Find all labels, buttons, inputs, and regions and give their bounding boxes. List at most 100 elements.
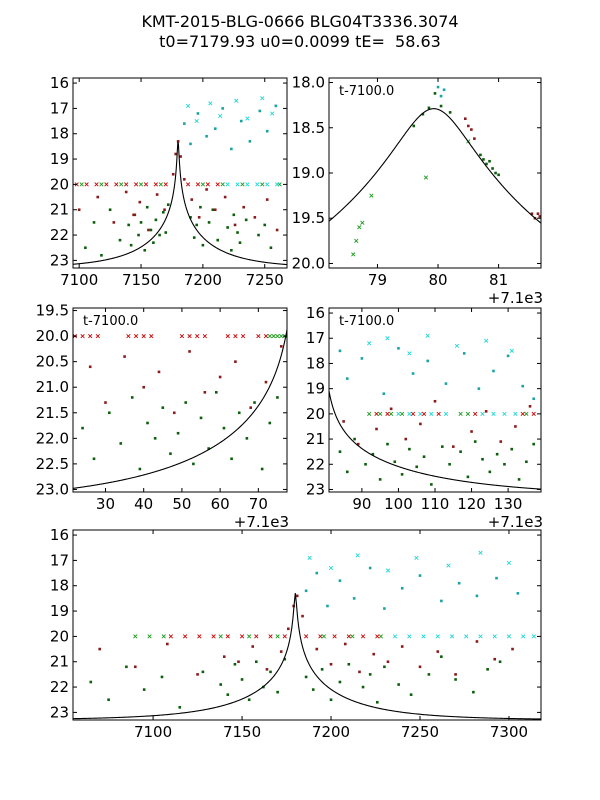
data-point-KMTC	[525, 460, 528, 464]
data-point-baseline-green	[399, 411, 405, 416]
data-point-baseline-cyan	[429, 411, 434, 416]
data-point-KMTC	[145, 205, 149, 209]
data-point-KMTC	[226, 226, 229, 229]
data-point-KMTC	[421, 112, 425, 116]
data-point-KMTS	[222, 655, 226, 658]
data-point-KMTC	[488, 470, 492, 474]
data-point-KMTA	[239, 119, 243, 123]
data-point-KMTC	[142, 688, 146, 691]
data-point-KMTC	[338, 450, 342, 453]
data-point-KMTA	[274, 104, 278, 108]
data-point-KMTS	[190, 198, 194, 201]
data-point-baseline-cyan	[513, 411, 518, 416]
axes-frame	[72, 529, 542, 721]
data-point-baseline-red	[263, 333, 269, 339]
data-point-baseline-green	[275, 634, 280, 639]
data-point-KMTC	[488, 159, 491, 163]
data-point-baseline-green	[367, 411, 372, 416]
data-point-KMTC	[164, 231, 168, 234]
data-point-KMTS	[389, 407, 393, 411]
data-point-baseline-green	[458, 411, 463, 416]
data-point-baseline-red	[410, 411, 416, 416]
data-point-KMTS	[530, 212, 534, 216]
y-tick-label: 21.5	[36, 404, 69, 422]
data-point-baseline-cyan	[435, 634, 440, 639]
data-point-KMTS	[218, 375, 222, 379]
data-point-KMTC	[201, 243, 205, 247]
data-point-KMTS	[196, 673, 199, 676]
data-point-baseline-red	[256, 333, 261, 339]
data-point-baseline-red	[133, 333, 139, 339]
data-point-baseline-red	[375, 634, 380, 639]
data-point-KMTS	[484, 410, 488, 413]
data-point-baseline-green	[99, 182, 104, 187]
data-point-KMTS	[358, 670, 361, 674]
data-point-KMTS	[454, 673, 457, 676]
data-point-baseline-cyan	[464, 634, 469, 639]
time-offset-annotation: t-7100.0	[83, 314, 138, 329]
model-curve	[73, 593, 541, 720]
data-point-KMTC	[92, 221, 96, 224]
data-point-baseline-red	[225, 634, 230, 639]
data-point-KMTS	[138, 200, 142, 204]
data-point-KMTC	[361, 685, 365, 689]
x-tick-label: 70	[249, 495, 268, 513]
data-point-KMTA-x	[385, 336, 390, 341]
axes-frame	[72, 307, 288, 493]
data-point-baseline-green	[138, 182, 144, 187]
model-curve	[329, 108, 541, 224]
axes-frame	[72, 77, 288, 269]
data-point-KMTC	[236, 231, 239, 234]
data-point-KMTS	[467, 124, 470, 128]
y-tick-label: 18.0	[292, 74, 325, 92]
data-point-KMTS	[279, 345, 283, 348]
data-point-KMTC	[222, 426, 226, 430]
data-point-KMTA	[506, 354, 510, 358]
data-point-KMTA	[495, 576, 498, 580]
data-point-baseline-red	[346, 634, 351, 639]
data-point-KMTA-x	[260, 96, 265, 101]
data-point-KMTC	[108, 411, 111, 415]
data-point-baseline-red	[332, 634, 337, 639]
data-point-KMTC	[491, 167, 494, 170]
data-point-KMTA	[411, 372, 415, 375]
x-tick-label: 50	[172, 495, 191, 513]
data-point-KMTS	[205, 188, 208, 191]
data-point-KMTS	[536, 212, 540, 216]
axes-frame	[328, 77, 542, 269]
data-point-baseline-red	[179, 333, 185, 339]
data-point-KMTC	[439, 104, 443, 108]
data-point-KMTA-x	[270, 111, 275, 116]
data-point-baseline-green	[524, 411, 529, 416]
data-point-KMTS	[404, 437, 408, 441]
data-point-KMTC	[118, 238, 122, 242]
y-tick-label: 19	[50, 602, 69, 620]
data-point-KMTC	[345, 470, 349, 474]
data-point-KMTS	[174, 152, 177, 156]
data-point-KMTC	[230, 457, 233, 461]
data-point-baseline-red	[303, 634, 309, 639]
data-point-KMTC	[485, 162, 488, 166]
title-line-2: t0=7179.93 u0=0.0099 tE= 58.63	[159, 32, 441, 51]
data-point-baseline-cyan	[443, 411, 449, 416]
data-point-KMTC	[503, 462, 506, 466]
y-tick-label: 20	[50, 627, 69, 645]
data-point-KMTC	[226, 693, 230, 696]
data-point-KMTC	[158, 233, 161, 237]
data-point-baseline-red	[520, 411, 525, 416]
y-tick-label: 20	[306, 405, 325, 423]
data-point-baseline-green	[378, 634, 383, 639]
data-point-baseline-cyan	[506, 634, 512, 639]
data-point-baseline-cyan	[492, 634, 497, 639]
data-point-KMTC	[127, 223, 130, 227]
data-point-KMTA	[196, 112, 200, 115]
data-point-baseline-cyan	[421, 634, 426, 639]
data-point-KMTS	[419, 422, 422, 426]
data-point-baseline-cyan	[265, 182, 270, 187]
data-point-baseline-red	[133, 182, 139, 187]
data-point-KMTC	[238, 241, 242, 244]
y-tick-label: 23	[50, 251, 69, 269]
data-point-KMTS	[98, 647, 101, 651]
data-point-KMTA-x	[208, 101, 213, 106]
data-point-KMTC	[353, 437, 356, 441]
